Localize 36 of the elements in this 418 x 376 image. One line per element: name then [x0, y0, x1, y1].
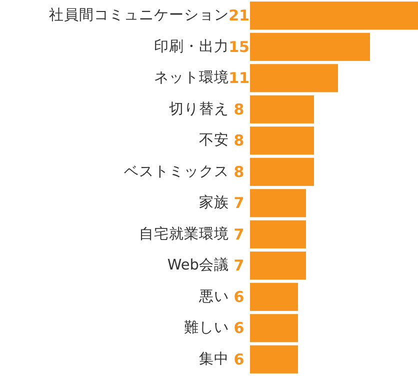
bar [250, 282, 298, 311]
y-tick-label: ベストミックス [124, 164, 229, 180]
y-tick-label: 不安 [199, 132, 229, 149]
data-label: 8 [234, 100, 244, 118]
y-tick-label: 家族 [199, 194, 229, 212]
bar [250, 220, 306, 248]
bar [250, 32, 370, 61]
data-label: 21 [228, 6, 250, 25]
data-label: 8 [234, 132, 244, 150]
y-tick-label: ネット環境 [154, 69, 229, 86]
y-tick-label: 難しい [184, 319, 229, 336]
y-tick-label: Web会議 [167, 256, 229, 274]
bar [250, 252, 306, 280]
data-label: 15 [228, 38, 250, 56]
data-label: 8 [234, 162, 244, 181]
data-label: 11 [228, 69, 250, 88]
data-label: 6 [234, 288, 244, 306]
bar [250, 189, 306, 218]
data-label: 6 [234, 350, 244, 368]
bar [250, 314, 298, 342]
y-tick-label: 切り替え [169, 100, 229, 118]
bar [250, 158, 314, 186]
y-tick-label: 印刷・出力 [154, 38, 229, 55]
bar [250, 2, 418, 30]
data-label: 7 [234, 256, 244, 275]
bar [250, 64, 338, 92]
data-label: 7 [234, 194, 244, 212]
y-tick-label: 社員間コミュニケーション [49, 6, 229, 24]
bar [250, 126, 314, 155]
data-label: 6 [234, 319, 244, 338]
bar [250, 95, 314, 124]
y-tick-label: 集中 [199, 350, 229, 368]
bar [250, 345, 298, 374]
y-tick-label: 悪い [198, 288, 229, 305]
y-tick-label: 自宅就業環境 [139, 225, 229, 242]
data-label: 7 [234, 225, 244, 244]
